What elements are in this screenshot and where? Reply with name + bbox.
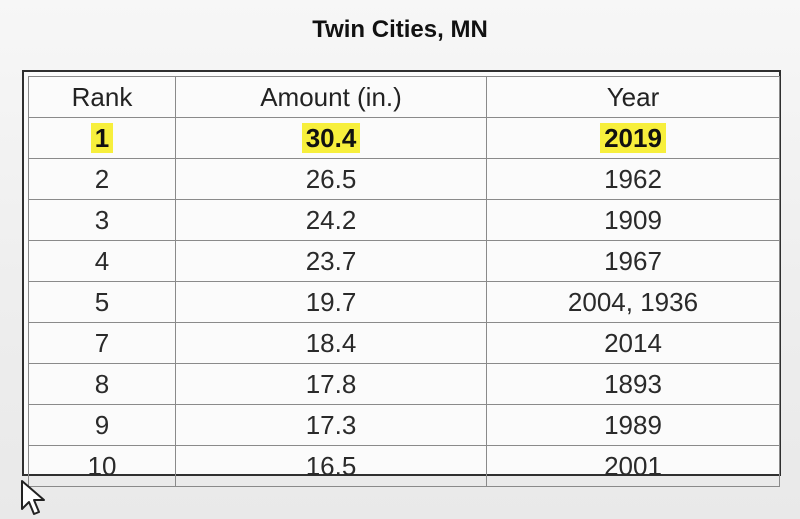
amount-cell: 17.8: [175, 363, 487, 405]
rank-cell: 7: [28, 322, 176, 364]
amount-cell: 19.7: [175, 281, 487, 323]
table-row: 1 30.4 2019: [28, 117, 780, 159]
rank-cell: 1: [28, 117, 176, 159]
table-row: 4 23.7 1967: [28, 240, 780, 282]
column-header-rank: Rank: [28, 76, 176, 118]
column-header-amount: Amount (in.): [175, 76, 487, 118]
amount-cell: 18.4: [175, 322, 487, 364]
table-row: 3 24.2 1909: [28, 199, 780, 241]
highlighted-amount: 30.4: [301, 122, 361, 153]
table-row: 8 17.8 1893: [28, 363, 780, 405]
records-table-container: Rank Amount (in.) Year 1 30.4 2019 2 26.…: [22, 70, 781, 487]
rank-cell: 5: [28, 281, 176, 323]
table-row: 7 18.4 2014: [28, 322, 780, 364]
highlighted-year: 2019: [600, 122, 666, 153]
amount-cell: 26.5: [175, 158, 487, 200]
year-cell: 2019: [486, 117, 780, 159]
year-cell: 1989: [486, 404, 780, 446]
arrow-cursor-icon: [21, 480, 45, 515]
year-cell: 1909: [486, 199, 780, 241]
year-cell: 2004, 1936: [486, 281, 780, 323]
year-cell: 1967: [486, 240, 780, 282]
amount-cell: 23.7: [175, 240, 487, 282]
records-table: Rank Amount (in.) Year 1 30.4 2019 2 26.…: [28, 76, 780, 487]
amount-cell: 24.2: [175, 199, 487, 241]
column-header-year: Year: [486, 76, 780, 118]
table-row: 10 16.5 2001: [28, 445, 780, 487]
year-cell: 1962: [486, 158, 780, 200]
table-row: 9 17.3 1989: [28, 404, 780, 446]
rank-cell: 8: [28, 363, 176, 405]
table-header-row: Rank Amount (in.) Year: [28, 76, 780, 118]
amount-cell: 30.4: [175, 117, 487, 159]
year-cell: 1893: [486, 363, 780, 405]
rank-cell: 2: [28, 158, 176, 200]
year-cell: 2014: [486, 322, 780, 364]
rank-cell: 3: [28, 199, 176, 241]
amount-cell: 16.5: [175, 445, 487, 487]
rank-cell: 4: [28, 240, 176, 282]
rank-cell: 9: [28, 404, 176, 446]
table-row: 5 19.7 2004, 1936: [28, 281, 780, 323]
page-title: Twin Cities, MN: [312, 16, 488, 43]
year-cell: 2001: [486, 445, 780, 487]
highlighted-rank: 1: [90, 122, 114, 153]
rank-cell: 10: [28, 445, 176, 487]
table-row: 2 26.5 1962: [28, 158, 780, 200]
amount-cell: 17.3: [175, 404, 487, 446]
